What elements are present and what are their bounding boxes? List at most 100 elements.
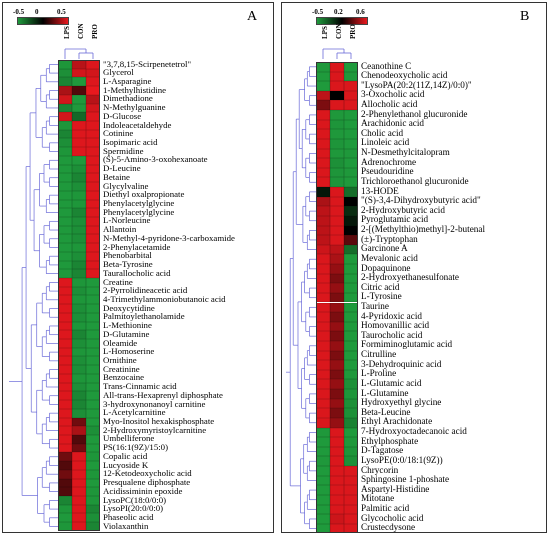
heatmap-cell — [72, 339, 86, 348]
heatmap-cell — [330, 283, 344, 293]
heatmap-cell — [330, 81, 344, 91]
column-dendrogram — [64, 48, 94, 59]
heatmap-cell — [86, 103, 100, 113]
row-label: Pseudouridine — [361, 166, 414, 177]
column-dendrogram — [322, 48, 352, 59]
heatmap-cell — [344, 379, 358, 390]
heatmap-cell — [58, 121, 72, 130]
heatmap-cell — [58, 330, 72, 340]
heatmap-cell — [316, 206, 330, 216]
heatmap-cell — [344, 206, 358, 216]
heatmap-cell — [316, 71, 330, 82]
heatmap-cell — [72, 225, 86, 235]
heatmap-cell — [86, 208, 100, 217]
heatmap-cell — [58, 356, 72, 366]
heatmap-cell — [344, 485, 358, 495]
heatmap-cell — [58, 94, 72, 104]
row-label: Mevalonic acid — [361, 252, 418, 263]
heatmap-cell — [330, 264, 344, 274]
heatmap-cell — [58, 312, 72, 322]
heatmap-cell — [344, 504, 358, 515]
heatmap-cell — [330, 417, 344, 428]
row-label: Homovanillic acid — [361, 320, 430, 331]
heatmap-cell — [72, 243, 86, 252]
row-label: Ethyl Arachidonate — [361, 416, 433, 427]
heatmap-cell — [316, 504, 330, 515]
heatmap-cell — [58, 260, 72, 270]
row-label: L-Glutamic acid — [361, 377, 422, 388]
row-label: Allocholic acid — [361, 98, 418, 109]
heatmap-cell — [72, 365, 86, 374]
heatmap-cell — [72, 426, 86, 435]
heatmap-cell — [72, 138, 86, 148]
heatmap-cell — [330, 158, 344, 168]
heatmap-cell — [86, 356, 100, 366]
row-label: Phaseolic acid — [103, 511, 154, 522]
heatmap-cell — [316, 148, 330, 159]
heatmap-cell — [316, 100, 330, 111]
heatmap-cell — [344, 292, 358, 303]
color-scale-tick-label: 0.2 — [334, 8, 343, 16]
heatmap-cell — [58, 173, 72, 183]
row-label: 4-Pyridoxic acid — [361, 310, 422, 321]
heatmap-cell — [344, 350, 358, 361]
heatmap-cell — [72, 129, 86, 139]
heatmap-cell — [86, 182, 100, 191]
heatmap-cell — [330, 340, 344, 351]
row-label: Taurallocholic acid — [103, 267, 171, 278]
heatmap-cell — [58, 164, 72, 174]
heatmap-cell — [72, 94, 86, 104]
heatmap-cell — [316, 523, 330, 534]
heatmap-cell — [330, 446, 344, 457]
heatmap-cell — [344, 225, 358, 236]
heatmap-cell — [72, 469, 86, 479]
heatmap-cell — [86, 77, 100, 87]
heatmap-cell — [86, 86, 100, 95]
heatmap-cell — [86, 382, 100, 392]
heatmap-cell — [316, 119, 330, 130]
heatmap-cell — [316, 331, 330, 341]
heatmap-cell — [72, 443, 86, 453]
heatmap-cell — [330, 167, 344, 178]
heatmap-cell — [344, 369, 358, 380]
heatmap-cell — [330, 456, 344, 467]
heatmap-cell — [58, 190, 72, 200]
heatmap-cell — [72, 408, 86, 418]
row-label: Pyroglutamic acid — [361, 214, 429, 225]
heatmap-cell — [72, 382, 86, 392]
heatmap-cell — [316, 244, 330, 255]
heatmap-cell — [316, 110, 330, 120]
row-label: "LysoPA(20:2(11Z,14Z)/0:0)" — [361, 79, 472, 90]
row-label: Lucyoside K — [103, 459, 149, 470]
color-scale-tick-label: 0.6 — [356, 8, 365, 16]
heatmap-cell — [316, 456, 330, 467]
row-label: Aspartyl-Histidine — [361, 483, 430, 494]
row-label: D-Glucose — [103, 110, 142, 121]
heatmap-cell — [86, 225, 100, 235]
heatmap-cell — [330, 523, 344, 534]
heatmap-cell — [316, 417, 330, 428]
heatmap-cell — [72, 461, 86, 470]
heatmap-cell — [344, 283, 358, 293]
heatmap-cell — [72, 478, 86, 488]
row-label: Isopimaric acid — [103, 136, 158, 147]
heatmap-cell — [330, 408, 344, 418]
heatmap-cell — [72, 173, 86, 183]
heatmap-cell — [58, 251, 72, 261]
row-label: L-Glutamine — [361, 387, 409, 398]
heatmap-cell — [58, 347, 72, 357]
heatmap-cell — [86, 68, 100, 78]
row-label: Phenylacetylglycine — [103, 206, 175, 217]
row-label: Spermidine — [103, 145, 144, 156]
column-label: PRO — [349, 24, 357, 39]
row-label: L-Tyrosine — [361, 291, 402, 302]
row-label: Chenodeoxycholic acid — [361, 70, 448, 81]
heatmap-cell — [72, 496, 86, 505]
heatmap-cell — [344, 340, 358, 351]
row-label: Indoleacetaldehyde — [103, 119, 172, 130]
heatmap-cell — [72, 60, 86, 69]
heatmap-cell — [86, 155, 100, 165]
heatmap-cell — [86, 278, 100, 287]
column-label: PRO — [91, 24, 99, 39]
heatmap-cell — [316, 360, 330, 370]
